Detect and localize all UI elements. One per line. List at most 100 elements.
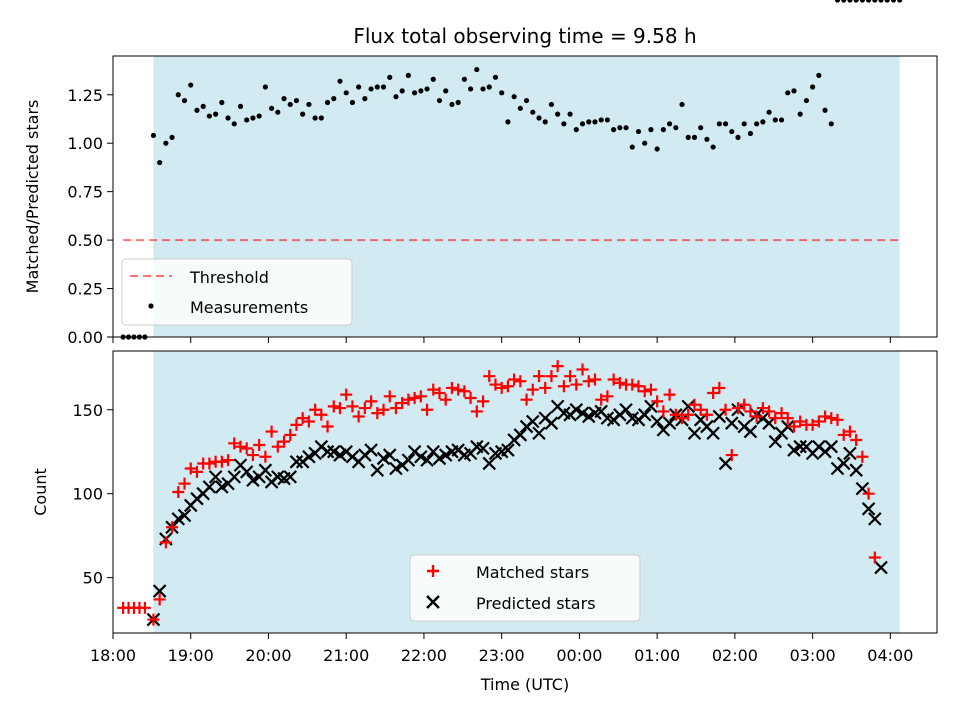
measurement-point <box>511 94 517 100</box>
matched-point <box>477 395 490 408</box>
measurement-point <box>785 90 791 96</box>
matched-point <box>564 370 577 383</box>
matched-point <box>259 450 272 463</box>
measurement-point <box>200 103 206 109</box>
predicted-point <box>836 456 851 471</box>
measurement-point <box>741 121 747 127</box>
measurement-point <box>679 101 685 108</box>
predicted-point <box>370 463 385 477</box>
matched-point <box>315 408 328 421</box>
measurement-point <box>660 127 666 133</box>
y-tick-label: 0.50 <box>67 231 103 250</box>
bottom-y-axis-label: Count <box>31 468 50 516</box>
measurement-point <box>324 99 331 106</box>
measurement-point <box>256 113 262 119</box>
measurement-point <box>642 140 648 146</box>
predicted-point <box>326 444 341 459</box>
y-tick-label: 1.25 <box>67 86 103 105</box>
matched-point <box>284 428 297 441</box>
measurement-point <box>412 90 418 96</box>
measurement-point <box>691 134 698 140</box>
measurement-point <box>760 119 766 125</box>
matched-point <box>644 383 657 396</box>
measurement-point <box>206 113 212 119</box>
matched-point <box>271 440 284 453</box>
measurement-point <box>244 117 250 123</box>
predicted-point <box>619 402 633 417</box>
y-tick-label: 0.25 <box>67 280 103 299</box>
predicted-point <box>258 463 273 477</box>
predicted-point <box>438 448 453 462</box>
matched-point <box>501 380 514 393</box>
measurement-point <box>890 0 897 3</box>
predicted-point <box>420 453 434 467</box>
predicted-point <box>382 448 397 462</box>
measurement-point <box>300 111 306 117</box>
predicted-point <box>532 426 546 441</box>
measurement-point <box>231 121 237 127</box>
predicted-point <box>662 416 677 430</box>
matched-point <box>719 403 732 416</box>
measurement-point <box>704 136 710 142</box>
matched-point <box>713 381 726 394</box>
matched-point <box>557 380 570 393</box>
measurement-point <box>157 159 163 166</box>
measurement-point <box>853 0 859 3</box>
measurement-point <box>393 94 399 100</box>
bottom-y-ticks: 50 100 150 <box>72 401 113 588</box>
matched-point <box>358 402 371 415</box>
predicted-point <box>874 560 888 575</box>
matched-point <box>613 376 626 389</box>
matched-point <box>651 395 664 408</box>
measurement-point <box>219 99 225 106</box>
measurement-point <box>281 96 287 102</box>
matched-point <box>738 398 751 411</box>
matched-point <box>688 398 701 411</box>
measurement-point <box>872 0 878 3</box>
measurement-point <box>834 0 841 3</box>
measurement-point <box>722 121 729 127</box>
measurement-point <box>828 121 834 127</box>
matched-point <box>408 392 421 404</box>
measurement-point <box>380 84 387 90</box>
matched-point <box>389 402 402 415</box>
predicted-point <box>289 455 304 469</box>
measurement-point <box>474 66 480 73</box>
matched-point <box>427 383 440 396</box>
matched-point <box>843 425 856 438</box>
predicted-point <box>706 426 720 441</box>
matched-point <box>632 380 645 393</box>
matched-point <box>414 390 427 403</box>
y-tick-label: 1.00 <box>67 134 103 153</box>
measurement-point <box>287 101 293 108</box>
predicted-point <box>501 443 515 457</box>
predicted-point <box>525 414 540 429</box>
measurement-point <box>822 107 828 113</box>
matched-point <box>669 408 682 421</box>
measurement-point <box>579 121 586 127</box>
matched-point <box>184 462 197 475</box>
matched-point <box>452 383 465 396</box>
predicted-point <box>389 461 403 476</box>
measurement-point <box>268 105 275 111</box>
y-tick-label: 150 <box>72 401 103 420</box>
measurement-point <box>604 117 611 123</box>
predicted-point <box>239 465 254 479</box>
x-tick-label: 20:00 <box>245 646 291 665</box>
predicted-point <box>575 406 590 420</box>
measurement-point <box>791 88 797 94</box>
measurement-point <box>548 101 555 108</box>
y-tick-label: 100 <box>72 485 103 504</box>
matched-point <box>551 360 564 373</box>
measurement-point <box>847 0 853 3</box>
matched-point <box>203 457 216 470</box>
predicted-point <box>215 480 229 494</box>
measurement-point <box>729 128 735 135</box>
predicted-point <box>724 416 739 430</box>
matched-point <box>321 420 334 433</box>
predicted-point <box>743 424 758 439</box>
matched-point <box>439 393 452 406</box>
measurement-point <box>530 109 536 115</box>
predicted-point <box>376 451 391 466</box>
measurement-point <box>169 134 175 140</box>
